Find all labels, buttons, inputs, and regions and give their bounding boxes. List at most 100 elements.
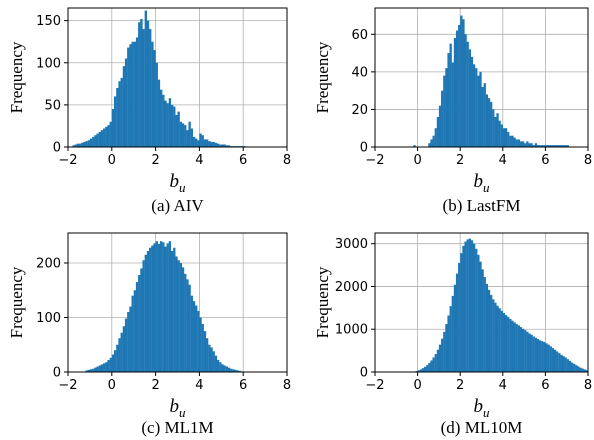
histogram-bar (149, 247, 152, 372)
histogram-bar (545, 343, 548, 372)
histogram-bar (135, 282, 139, 372)
histogram-bar (157, 79, 161, 147)
histogram-bar (153, 243, 156, 372)
histogram-bar (203, 331, 207, 372)
histogram-bar (517, 325, 520, 372)
histogram-bar (434, 354, 437, 372)
histogram-bar (443, 331, 446, 372)
histogram-bar (553, 145, 557, 147)
histogram-bar (547, 145, 550, 147)
histogram-bar (494, 302, 497, 372)
y-tick-label: 200 (36, 256, 61, 271)
histogram-bar (447, 315, 450, 372)
histogram-bar (556, 145, 559, 147)
histogram-bar (89, 369, 93, 372)
histogram-bar (462, 245, 465, 372)
y-tick-label: 0 (360, 366, 368, 381)
histogram-bar (214, 355, 218, 372)
histogram-bar (166, 243, 169, 372)
histogram-bar (570, 362, 574, 372)
histogram-bar (460, 15, 463, 147)
histogram-bar (159, 241, 163, 372)
x-axis-label-subscript: u (179, 405, 186, 420)
histogram-bar (496, 305, 499, 372)
histogram-bar (558, 145, 561, 147)
histogram-bar (72, 145, 75, 147)
histogram-bar (528, 333, 531, 372)
histogram-bar (487, 98, 491, 147)
histogram-bar (504, 128, 508, 147)
histogram-bar (146, 250, 150, 372)
histogram-bar (451, 295, 454, 372)
histogram-bar (564, 145, 567, 147)
x-tick-label: 6 (541, 378, 549, 393)
x-axis-label: bu (474, 171, 491, 195)
histogram-bar (184, 125, 187, 147)
histogram-bar (234, 369, 237, 372)
histogram-bar (157, 243, 161, 372)
histogram-bar (175, 114, 178, 147)
histogram-bar (197, 310, 200, 372)
histogram-bar (451, 62, 454, 147)
histogram-bar (585, 370, 589, 372)
y-tick-label: 3000 (335, 237, 368, 252)
y-tick-label: 60 (351, 28, 368, 43)
histogram-bar (419, 369, 423, 372)
x-axis-label: bu (474, 396, 491, 420)
histogram-bar (201, 135, 204, 147)
histogram-bar (184, 273, 187, 372)
y-tick-label: 150 (36, 14, 61, 29)
histogram-bar (162, 94, 165, 147)
histogram-bar (449, 306, 452, 372)
histogram-bar (485, 94, 489, 147)
histogram-bar (532, 336, 535, 372)
histogram-bar (164, 100, 167, 147)
histogram-bar (219, 144, 222, 147)
histogram-bar (453, 38, 457, 147)
histogram-bar (519, 141, 523, 147)
histogram-bar (186, 130, 189, 147)
histogram-bar (581, 368, 584, 372)
histogram-bar (558, 353, 561, 372)
histogram-bar (428, 363, 431, 372)
histogram-bar (534, 337, 538, 372)
x-tick-label: 8 (283, 153, 291, 168)
histogram-bar (175, 256, 178, 372)
histogram-bar (553, 349, 557, 372)
histogram-bar (98, 131, 101, 147)
histogram-bar (155, 62, 158, 147)
histogram-bar (541, 145, 544, 147)
x-tick-label: −2 (365, 153, 384, 168)
histogram-bar (188, 121, 191, 147)
histogram-bar (124, 58, 128, 147)
histogram-bar (113, 96, 117, 147)
histogram-bar (236, 370, 239, 372)
histogram-bar (103, 363, 106, 372)
histogram-bar (203, 139, 207, 147)
histogram-bar (564, 357, 567, 372)
histogram-bar (445, 68, 448, 147)
histogram-bar (500, 310, 503, 372)
x-tick-label: 2 (456, 378, 464, 393)
histogram-bar (87, 369, 91, 372)
histogram-bar (430, 139, 433, 147)
histogram-bar (562, 145, 565, 147)
histogram-bar (173, 247, 176, 372)
histogram-bar (441, 338, 444, 372)
panel-caption: (b) LastFM (443, 196, 521, 215)
histogram-bar (225, 366, 229, 372)
histogram-bar (543, 342, 546, 372)
histogram-bar (170, 104, 174, 147)
histogram-bar (195, 138, 198, 147)
histogram-bar (539, 340, 542, 372)
histogram-bar (223, 144, 226, 147)
histogram-bar (421, 368, 425, 372)
histogram-bar (466, 239, 469, 372)
panel-caption: (c) ML1M (141, 418, 213, 437)
histogram-bar (519, 327, 523, 372)
histogram-bar (551, 348, 555, 372)
x-axis-label-main: b (170, 396, 180, 417)
